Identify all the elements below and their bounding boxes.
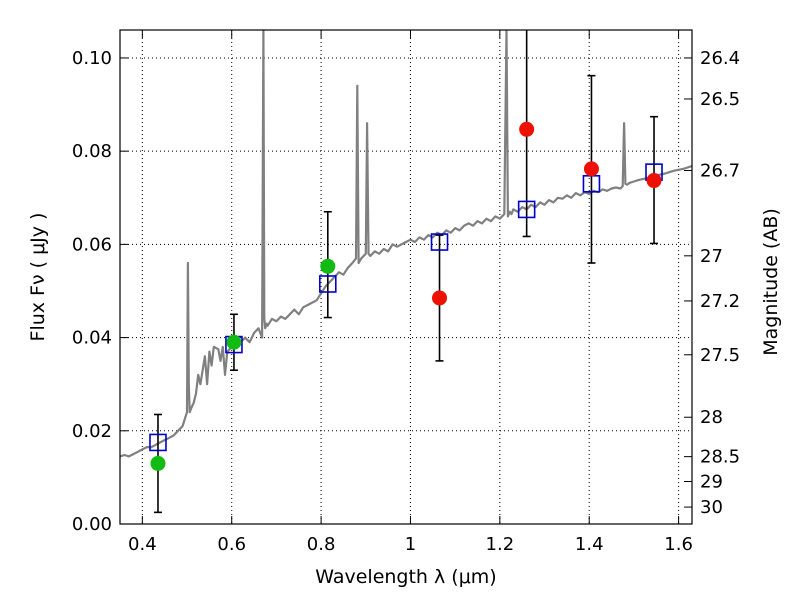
- y2-tick-label: 27.2: [700, 291, 740, 312]
- x-tick-label: 1.2: [486, 534, 515, 555]
- y2-tick-label: 26.7: [700, 160, 740, 181]
- y2-tick-label: 26.5: [700, 89, 740, 110]
- model-square: [149, 433, 167, 452]
- y2-tick-label: 30: [700, 497, 723, 518]
- y2-tick-labels: 26.4 26.5 26.7 27 27.2 27.5 28 28.5 29 30: [700, 48, 740, 518]
- ticks: [120, 30, 692, 525]
- y2-tick-label: 29: [700, 471, 723, 492]
- x-tick-labels: 0.4 0.6 0.8 1 1.2 1.4 1.6: [128, 534, 693, 555]
- y-tick-label: 0.00: [72, 514, 112, 535]
- x-tick-label: 0.4: [128, 534, 157, 555]
- y2-tick-label: 28: [700, 407, 723, 428]
- nir-point: [519, 121, 535, 137]
- y-tick-label: 0.04: [72, 328, 112, 349]
- x-tick-label: 1.6: [664, 534, 693, 555]
- y-tick-label: 0.06: [72, 234, 112, 255]
- y-tick-label: 0.08: [72, 141, 112, 162]
- y-axis-label: Flux Fν ( μJy ): [27, 213, 49, 342]
- nir-point: [583, 161, 599, 177]
- model-square: [517, 200, 536, 219]
- x-tick-label: 1: [405, 534, 416, 555]
- x-tick-label: 0.8: [307, 534, 336, 555]
- y2-tick-label: 27.5: [700, 345, 740, 366]
- nir-point: [432, 290, 448, 306]
- plot-frame: [119, 29, 693, 525]
- x-tick-label: 0.6: [217, 534, 246, 555]
- x-axis-label: Wavelength λ (μm): [315, 566, 496, 588]
- y-tick-labels: 0.00 0.02 0.04 0.06 0.08 0.10: [72, 48, 112, 535]
- y2-tick-label: 26.4: [700, 48, 740, 69]
- optical-point: [150, 455, 166, 471]
- y2-tick-label: 27: [700, 246, 723, 267]
- nir-point: [646, 173, 662, 189]
- optical-point: [320, 258, 336, 274]
- marker-layer: [149, 121, 663, 471]
- y-tick-label: 0.02: [72, 421, 112, 442]
- y-tick-label: 0.10: [72, 48, 112, 69]
- model-square: [318, 275, 337, 293]
- optical-point: [226, 334, 242, 350]
- y2-tick-label: 28.5: [700, 447, 740, 468]
- x-tick-label: 1.4: [575, 534, 604, 555]
- model-square: [430, 233, 449, 251]
- y2-axis-label: Magnitude (AB): [760, 208, 782, 356]
- plot-background: [120, 30, 692, 524]
